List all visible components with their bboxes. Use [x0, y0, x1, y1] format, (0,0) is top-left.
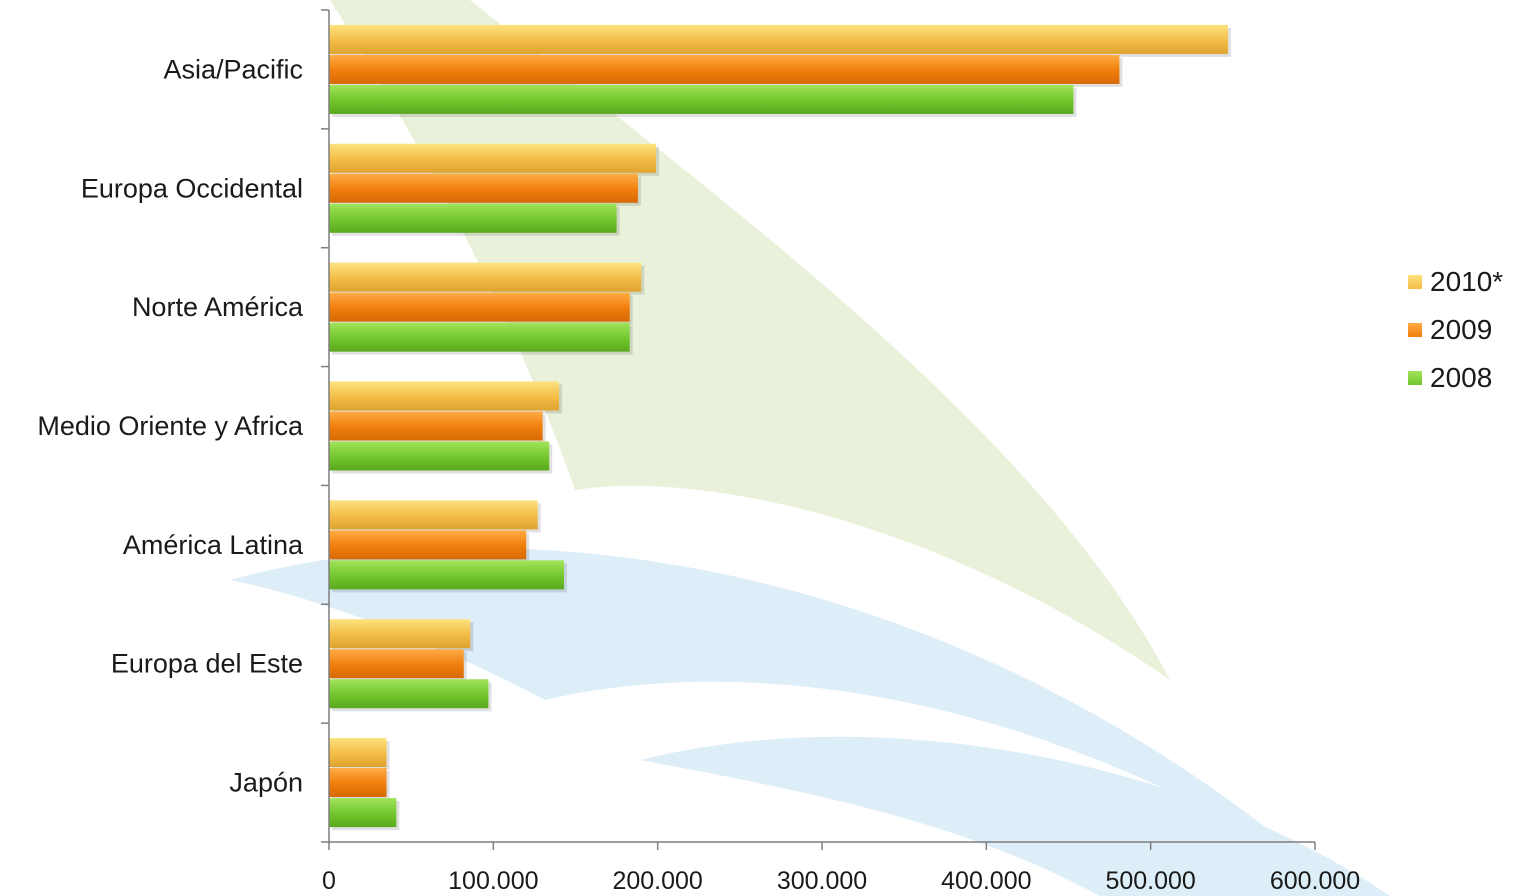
category-label-medio-oriente-y-africa: Medio Oriente y Africa — [37, 411, 304, 441]
legend-item-2009: 2009 — [1408, 306, 1503, 354]
category-label-europa-occidental: Europa Occidental — [81, 173, 303, 203]
bar-medio-oriente-y-africa-2009 — [329, 411, 543, 441]
bar-medio-oriente-y-africa-2008 — [329, 441, 550, 471]
background-swoosh-blue — [230, 548, 1330, 880]
bar-europa-del-este-2010 — [329, 619, 471, 649]
legend-swatch-2009 — [1408, 323, 1422, 337]
bar-europa-del-este-2008 — [329, 679, 489, 709]
bar-norte-america-2010 — [329, 262, 642, 292]
category-label-europa-del-este: Europa del Este — [111, 649, 303, 679]
x-tick-label: 600.000 — [1270, 867, 1360, 895]
legend-swatch-2010 — [1408, 275, 1422, 289]
bar-japon-2010 — [329, 738, 387, 768]
category-label-america-latina: América Latina — [123, 530, 304, 560]
bar-america-latina-2009 — [329, 530, 527, 560]
background-swoosh-blue-lower — [640, 736, 1390, 896]
legend-label-2008: 2008 — [1430, 362, 1493, 393]
bar-japon-2008 — [329, 798, 397, 828]
legend-item-2010: 2010* — [1408, 258, 1503, 306]
legend-label-2010: 2010* — [1430, 266, 1504, 297]
bar-norte-america-2009 — [329, 292, 630, 322]
category-label-japon: Japón — [229, 768, 303, 798]
category-label-asia-pacific: Asia/Pacific — [163, 54, 303, 84]
bar-europa-del-este-2009 — [329, 649, 464, 679]
legend: 2010* 2009 2008 — [1408, 258, 1503, 402]
bar-europa-occidental-2010 — [329, 143, 657, 173]
bar-america-latina-2010 — [329, 500, 538, 530]
x-tick-label: 0 — [322, 867, 336, 895]
x-tick-label: 300.000 — [777, 867, 867, 895]
legend-label-2009: 2009 — [1430, 314, 1493, 345]
x-tick-label: 200.000 — [612, 867, 702, 895]
x-tick-label: 400.000 — [941, 867, 1031, 895]
category-label-norte-america: Norte América — [132, 292, 304, 322]
legend-item-2008: 2008 — [1408, 354, 1503, 402]
bar-japon-2009 — [329, 768, 387, 798]
plot-area: Asia/Pacific Europa Occidental Norte Améri… — [37, 9, 1360, 895]
bar-medio-oriente-y-africa-2010 — [329, 381, 560, 411]
bar-asia-pacific-2010 — [329, 24, 1228, 54]
x-tick-label: 500.000 — [1105, 867, 1195, 895]
x-tick-label: 100.000 — [448, 867, 538, 895]
bar-asia-pacific-2008 — [329, 84, 1074, 114]
bar-europa-occidental-2008 — [329, 203, 617, 233]
legend-swatch-2008 — [1408, 371, 1422, 385]
bar-america-latina-2008 — [329, 560, 564, 590]
bar-europa-occidental-2009 — [329, 173, 638, 203]
bar-norte-america-2008 — [329, 322, 630, 352]
bar-asia-pacific-2009 — [329, 54, 1120, 84]
